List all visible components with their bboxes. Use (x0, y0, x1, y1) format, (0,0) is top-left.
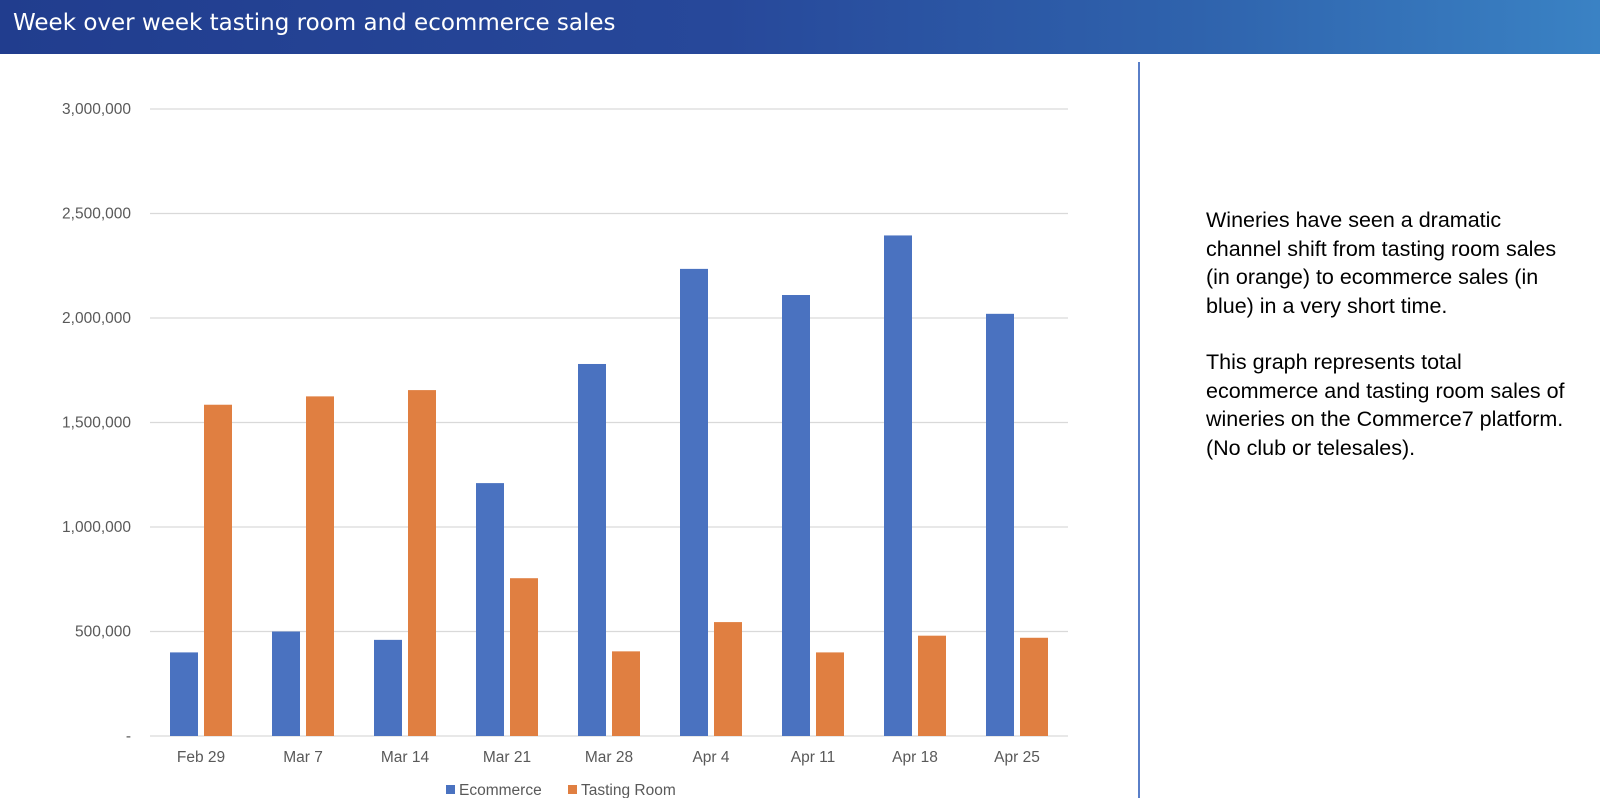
ecommerce-bar (170, 652, 198, 736)
legend-label: Tasting Room (581, 782, 676, 798)
ecommerce-bar (476, 483, 504, 736)
page-title: Week over week tasting room and ecommerc… (13, 10, 616, 36)
x-tick-label: Mar 14 (381, 749, 430, 766)
vertical-divider (1138, 62, 1140, 798)
y-tick-label: - (126, 728, 131, 745)
tasting-room-bar (1020, 637, 1048, 736)
legend-swatch (446, 785, 455, 794)
commentary-paragraph-2: This graph represents total ecommerce an… (1206, 350, 1565, 460)
tasting-room-bar (306, 396, 334, 736)
tasting-room-bar (714, 622, 742, 736)
ecommerce-bar (782, 295, 810, 736)
x-tick-label: Mar 7 (283, 749, 323, 766)
legend-swatch (568, 785, 577, 794)
tasting-room-bar (816, 652, 844, 736)
x-tick-label: Apr 4 (692, 749, 729, 766)
tasting-room-bar (918, 635, 946, 736)
y-tick-label: 500,000 (75, 624, 131, 641)
chart-bars (170, 235, 1048, 736)
ecommerce-bar (578, 363, 606, 736)
ecommerce-bar (680, 268, 708, 736)
y-tick-label: 2,000,000 (62, 310, 131, 327)
y-tick-label: 1,000,000 (62, 519, 131, 536)
ecommerce-bar (272, 631, 300, 736)
ecommerce-bar (884, 235, 912, 736)
x-tick-label: Apr 25 (994, 749, 1040, 766)
x-tick-label: Apr 11 (791, 749, 836, 766)
chart-legend: Ecommerce Tasting Room (446, 782, 676, 798)
sales-bar-chart: - 500,000 1,000,000 1,500,000 2,000,000 2,500… (62, 101, 1068, 798)
y-axis-tick-labels: - 500,000 1,000,000 1,500,000 2,000,000 2,500… (62, 101, 131, 745)
commentary-paragraph-1: Wineries have seen a dramatic channel sh… (1206, 208, 1557, 318)
ecommerce-bar (986, 313, 1014, 736)
y-tick-label: 3,000,000 (62, 101, 131, 118)
tasting-room-bar (204, 404, 232, 736)
y-tick-label: 1,500,000 (62, 415, 131, 432)
x-tick-label: Apr 18 (892, 749, 938, 766)
y-tick-label: 2,500,000 (62, 206, 131, 223)
x-tick-label: Mar 28 (585, 749, 633, 766)
x-axis-tick-labels: Feb 29 Mar 7 Mar 14 Mar 21 Mar 28 Apr 4 Apr 11… (177, 749, 1040, 766)
tasting-room-bar (510, 578, 538, 736)
tasting-room-bar (612, 651, 640, 736)
x-tick-label: Feb 29 (177, 749, 225, 766)
legend-label: Ecommerce (459, 782, 542, 798)
x-tick-label: Mar 21 (483, 749, 531, 766)
commentary-panel: Wineries have seen a dramatic channel sh… (1206, 206, 1576, 490)
title-bar: Week over week tasting room and ecommerc… (0, 0, 1600, 54)
tasting-room-bar (408, 390, 436, 736)
ecommerce-bar (374, 639, 402, 736)
chart-gridlines (150, 108, 1068, 737)
